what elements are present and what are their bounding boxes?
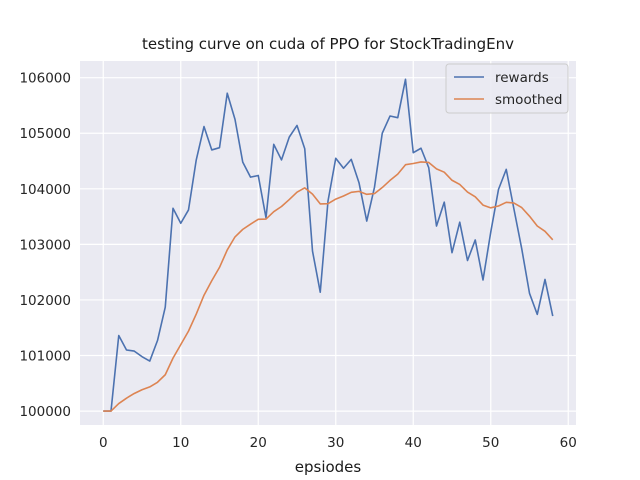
legend: rewards smoothed	[445, 63, 569, 114]
y-tick-label: 100000	[19, 404, 71, 420]
y-tick-label: 101000	[19, 349, 71, 365]
chart-title: testing curve on cuda of PPO for StockTr…	[142, 35, 514, 53]
x-tick-label: 50	[482, 435, 499, 451]
x-tick-label: 60	[560, 435, 577, 451]
series-line-smoothed	[103, 161, 554, 412]
y-tick-label: 103000	[19, 237, 71, 253]
y-tick-label: 104000	[19, 182, 71, 198]
legend-label-smoothed: smoothed	[495, 92, 562, 108]
tick-labels: 0 10 20 30 40 50 60 100000 101000 102000 103000 104…	[19, 71, 576, 451]
x-tick-label: 40	[405, 435, 422, 451]
y-tick-label: 102000	[19, 293, 71, 309]
plot-background	[80, 61, 576, 425]
x-tick-label: 10	[172, 435, 189, 451]
series-lines	[103, 78, 554, 412]
y-tick-label: 106000	[19, 71, 71, 87]
y-tick-label: 105000	[19, 126, 71, 142]
x-axis-label: epsiodes	[295, 458, 362, 476]
legend-label-rewards: rewards	[495, 70, 549, 86]
x-tick-label: 30	[327, 435, 344, 451]
x-tick-label: 20	[250, 435, 267, 451]
x-tick-label: 0	[99, 435, 108, 451]
series-line-rewards	[103, 78, 554, 412]
